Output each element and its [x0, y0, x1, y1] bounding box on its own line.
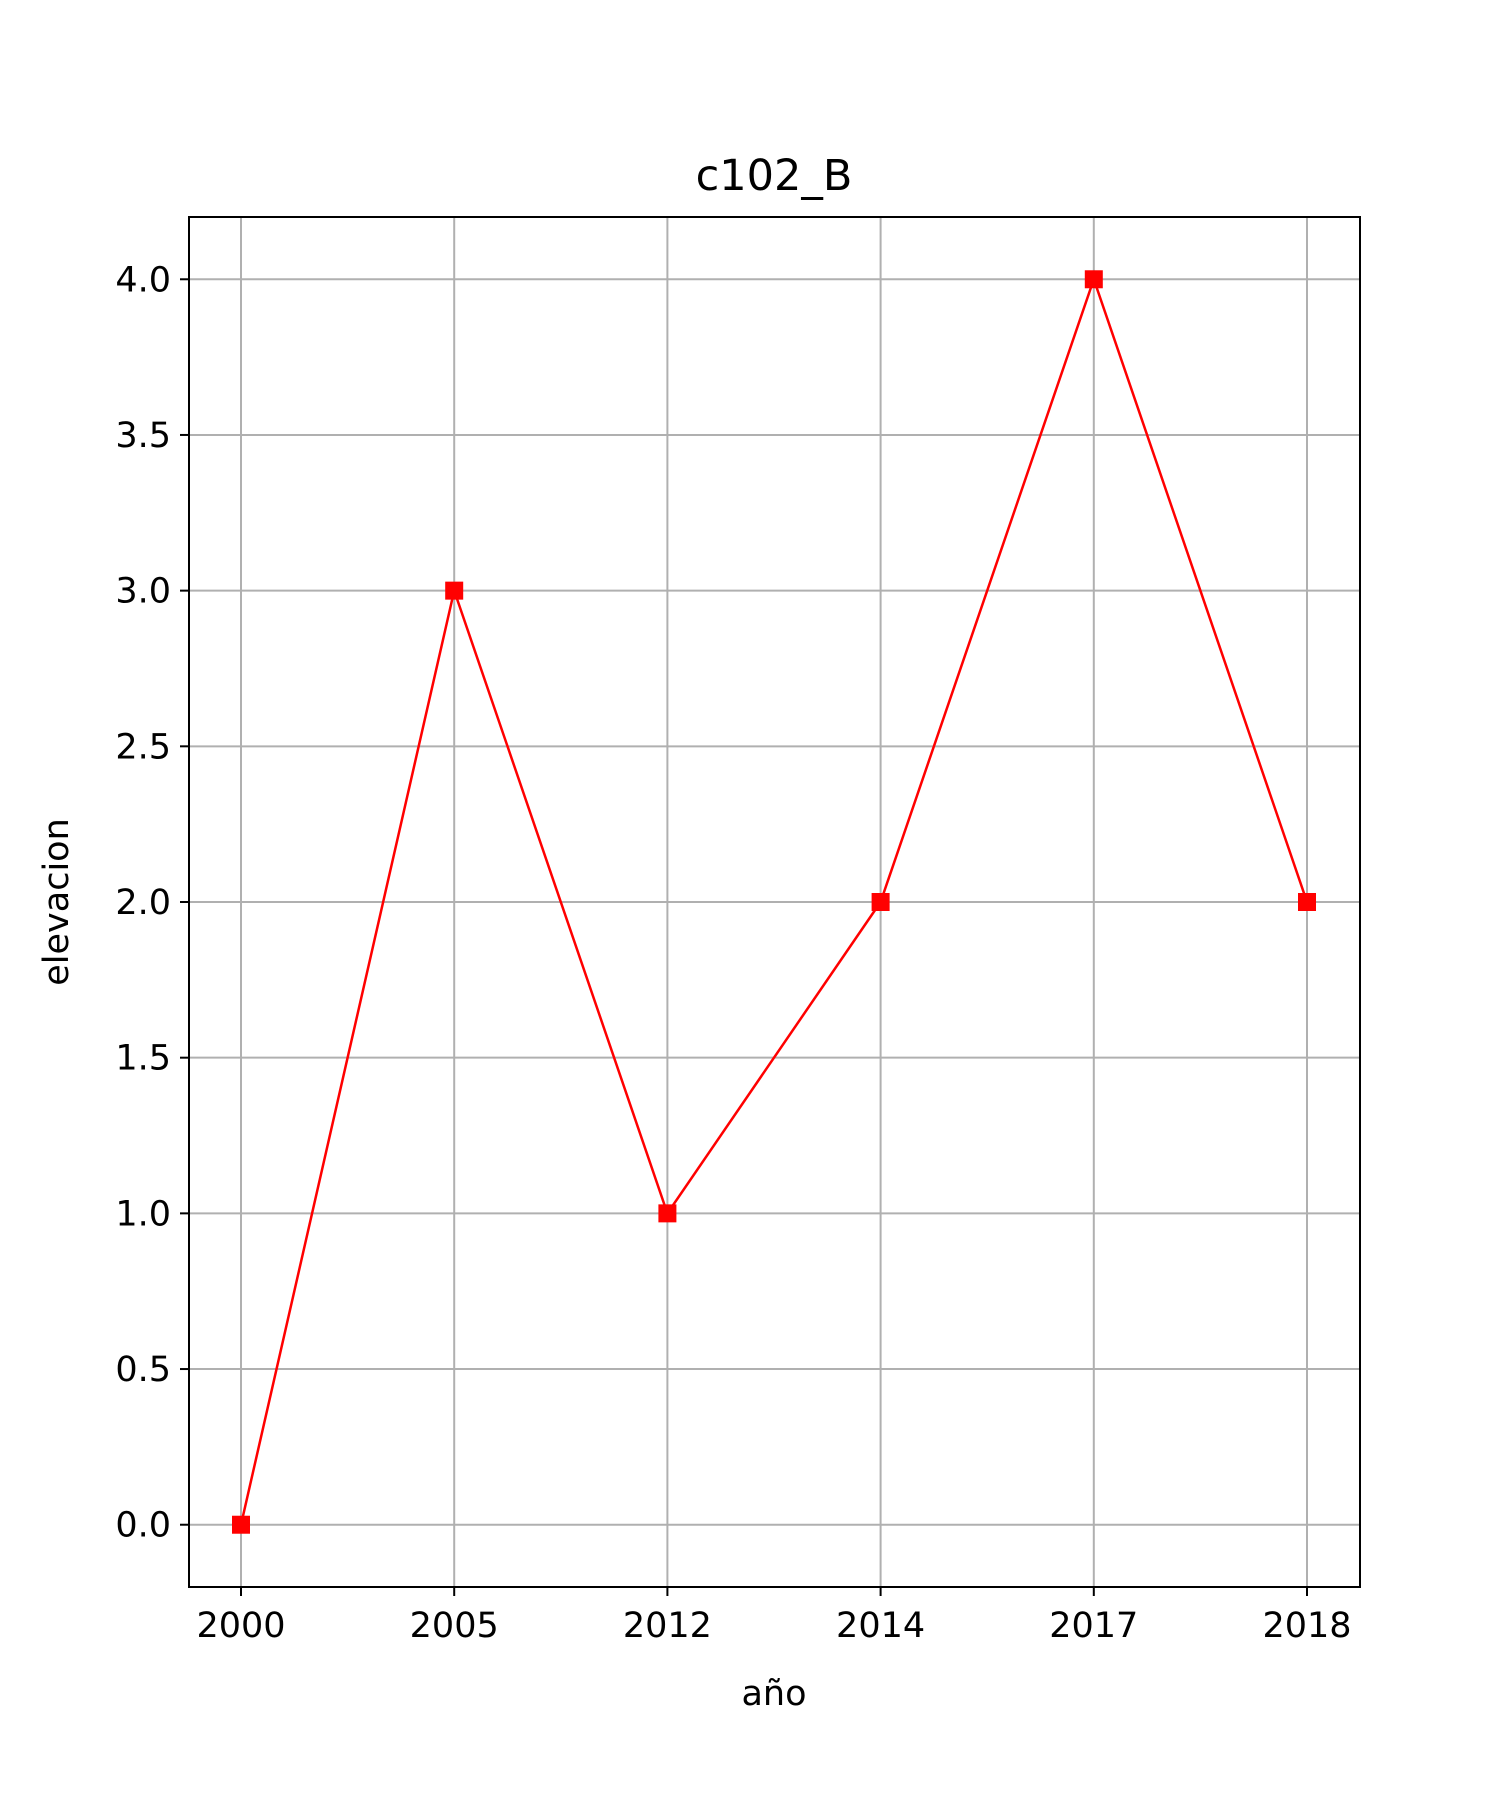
series-layer: [232, 270, 1316, 1534]
data-point: [658, 1204, 677, 1223]
chart-title: c102_B: [696, 151, 853, 201]
data-point: [871, 893, 890, 911]
x-tick-label: 2012: [623, 1606, 712, 1646]
y-tick-label: 1.5: [115, 1039, 171, 1079]
data-point: [445, 581, 464, 600]
ticks: 2000 2005 2012 2014 2017 2018 0.0 0.5 1.0 1.5 2.0 2…: [115, 260, 1351, 1646]
x-tick-label: 2018: [1262, 1606, 1351, 1646]
y-tick-label: 0.0: [115, 1506, 171, 1546]
y-tick-label: 0.5: [115, 1350, 171, 1390]
y-axis-title: elevacion: [37, 818, 77, 986]
y-tick-label: 1.0: [115, 1194, 171, 1234]
y-tick-label: 2.0: [115, 883, 171, 923]
x-tick-label: 2005: [410, 1606, 499, 1646]
x-tick-label: 2017: [1049, 1606, 1138, 1646]
x-axis-title: año: [741, 1674, 806, 1714]
data-point: [1084, 270, 1103, 289]
y-tick-label: 4.0: [115, 260, 171, 300]
x-tick-label: 2014: [836, 1606, 925, 1646]
y-tick-label: 3.5: [115, 416, 171, 456]
y-tick-label: 2.5: [115, 727, 171, 767]
x-tick-label: 2000: [196, 1606, 285, 1646]
data-point: [1298, 893, 1316, 911]
series-line: [239, 275, 1309, 1526]
data-point: [232, 1515, 250, 1534]
y-tick-label: 3.0: [115, 572, 171, 612]
